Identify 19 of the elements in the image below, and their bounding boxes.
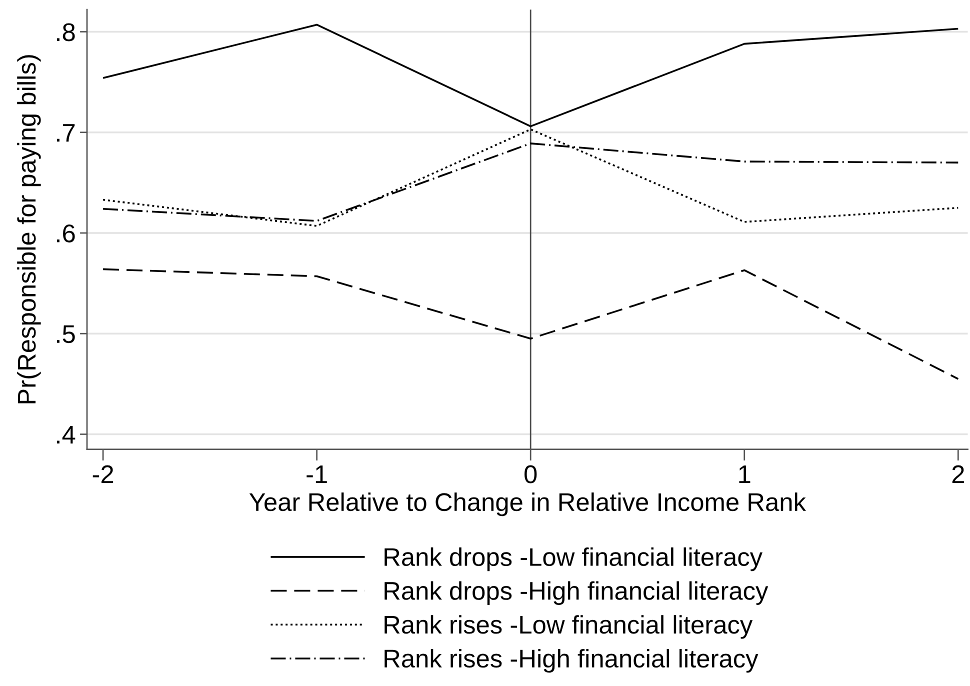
legend-label: Rank rises -Low financial literacy	[384, 615, 753, 639]
y-axis-title: Pr(Responsible for paying bills)	[17, 55, 41, 404]
line-series	[102, 268, 960, 380]
y-tick-label: .7	[57, 124, 75, 142]
y-tick-label: .8	[57, 23, 75, 42]
x-tick-label: -1	[306, 466, 327, 484]
legend-label: Rank drops -Low financial literacy	[384, 547, 763, 572]
y-tick-label: .6	[57, 224, 75, 242]
x-tick-label: 2	[952, 465, 964, 484]
y-tick-label: .5	[57, 325, 75, 344]
x-tick-label: -2	[92, 465, 114, 484]
legend-label: Rank rises -High financial literacy	[384, 648, 758, 673]
y-tick-label: .4	[57, 426, 76, 444]
legend-label: Rank drops -High financial literacy	[384, 581, 768, 605]
line-series	[102, 128, 960, 227]
x-tick-label: 0	[524, 465, 537, 484]
x-axis-title: Year Relative to Change in Relative Income Rank	[249, 492, 806, 516]
x-tick-label: 1	[739, 466, 750, 484]
line-series	[102, 24, 960, 128]
